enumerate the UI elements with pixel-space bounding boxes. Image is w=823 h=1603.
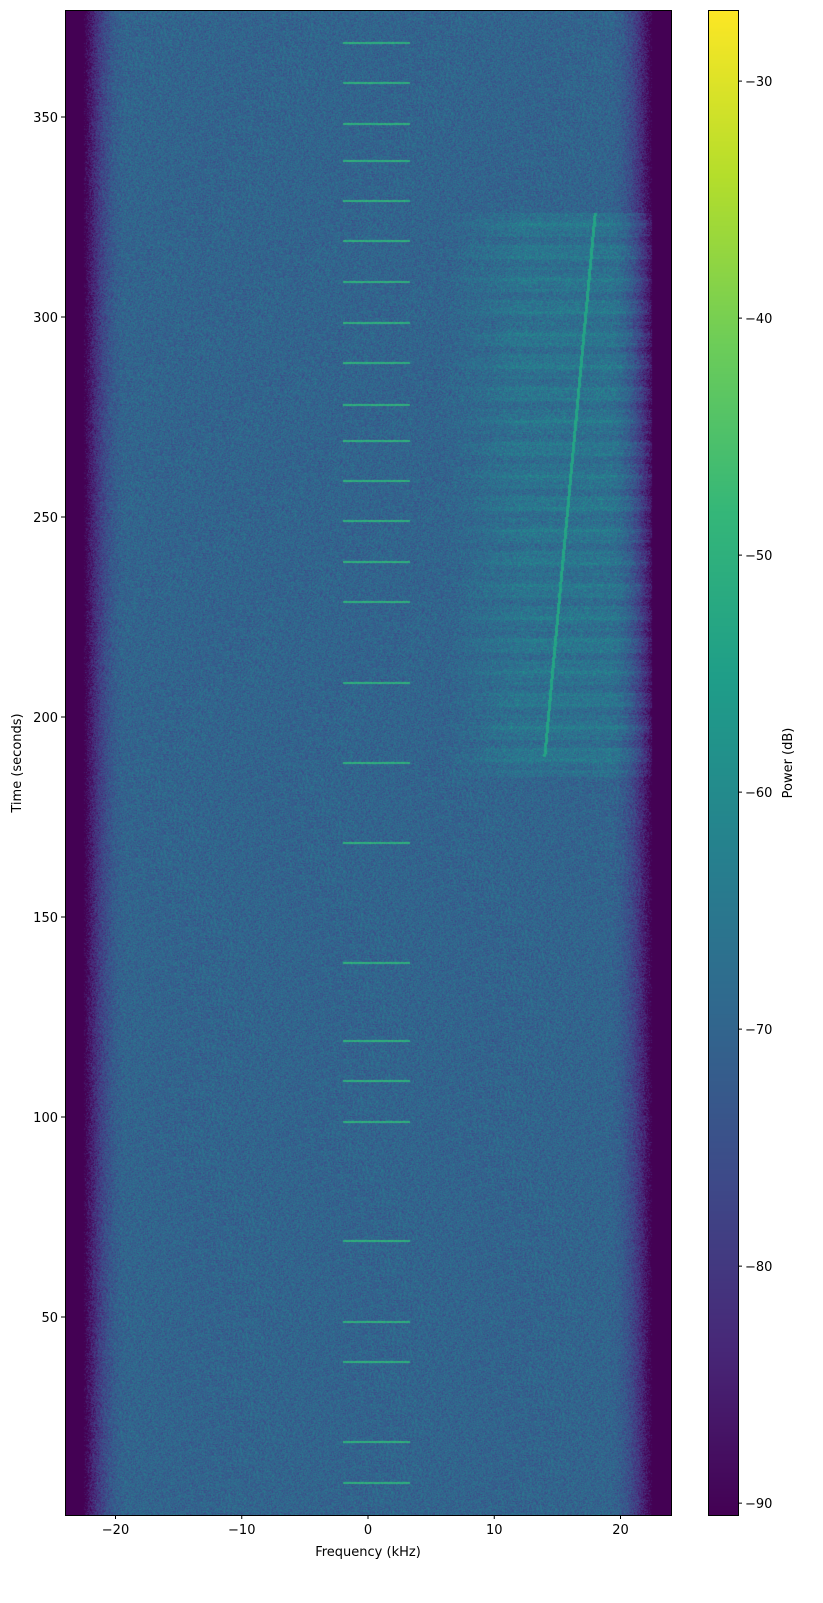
y-tick-label: 100 xyxy=(33,1111,58,1126)
colorbar-tick-label: −80 xyxy=(745,1260,772,1275)
plot-frame xyxy=(65,10,672,1516)
colorbar-tick-label: −30 xyxy=(745,75,772,90)
x-tick-label: 20 xyxy=(612,1523,629,1538)
colorbar-frame xyxy=(708,10,739,1516)
x-tick-label: −10 xyxy=(228,1523,255,1538)
x-axis-label: Frequency (kHz) xyxy=(315,1545,421,1560)
colorbar-label: Power (dB) xyxy=(781,728,796,799)
y-tick-label: 350 xyxy=(33,111,58,126)
y-tick-label: 150 xyxy=(33,911,58,926)
y-tick-label: 50 xyxy=(41,1311,58,1326)
colorbar-tick-label: −70 xyxy=(745,1023,772,1038)
x-tick-label: −20 xyxy=(102,1523,129,1538)
colorbar-tick-label: −60 xyxy=(745,786,772,801)
y-tick-label: 250 xyxy=(33,511,58,526)
y-tick-label: 300 xyxy=(33,311,58,326)
y-axis-label: Time (seconds) xyxy=(10,713,25,813)
spectrogram-image xyxy=(65,10,671,1515)
x-tick-label: 10 xyxy=(486,1523,503,1538)
colorbar-tick-label: −50 xyxy=(745,549,772,564)
y-tick-label: 200 xyxy=(33,711,58,726)
colorbar-image xyxy=(708,10,738,1515)
x-tick-label: 0 xyxy=(364,1523,372,1538)
colorbar-tick-label: −40 xyxy=(745,312,772,327)
colorbar-tick-label: −90 xyxy=(745,1497,772,1512)
